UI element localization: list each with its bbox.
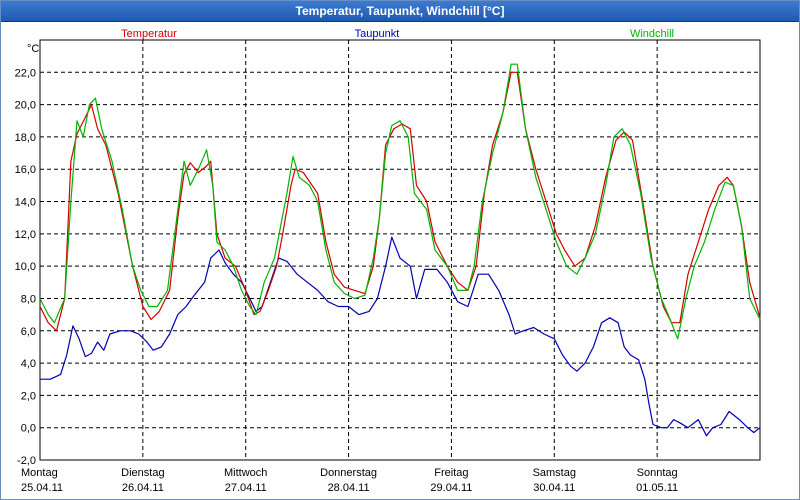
series-line-windchill	[39, 63, 761, 340]
y-tick-label: 22,0	[15, 67, 36, 79]
y-tick-label: 8,0	[21, 293, 36, 305]
x-axis-ticks: Montag 25.04.11 Dienstag 26.04.11 Mittwoch 27…	[21, 467, 678, 494]
y-tick-label: 4,0	[21, 358, 36, 370]
y-tick-label: 18,0	[15, 132, 36, 144]
series-line-taupunkt	[40, 236, 761, 437]
y-tick-label: 12,0	[15, 229, 36, 241]
window-title: Temperatur, Taupunkt, Windchill [°C]	[1, 1, 799, 22]
y-tick-label: 14,0	[15, 197, 36, 209]
x-tick-day: Samstag	[533, 467, 576, 479]
y-tick-label: 6,0	[21, 326, 36, 338]
y-tick-label: 16,0	[15, 164, 36, 176]
legend-windchill: Windchill	[630, 28, 674, 40]
x-tick-day: Freitag	[434, 467, 468, 479]
x-tick-date: 30.04.11	[533, 482, 575, 494]
y-tick-label: 0,0	[21, 423, 36, 435]
y-tick-label: 10,0	[15, 261, 36, 273]
x-tick-date: 26.04.11	[122, 482, 164, 494]
x-tick-date: 25.04.11	[21, 482, 63, 494]
legend: Temperatur Taupunkt Windchill	[121, 28, 674, 40]
series-lines	[39, 63, 761, 437]
x-tick-date: 29.04.11	[430, 482, 472, 494]
legend-temperatur: Temperatur	[121, 28, 177, 40]
line-chart: 22,0 20,0 18,0 16,0 14,0 12,0 10,0 8,0 6,0 4,0 2,0…	[15, 28, 761, 494]
y-axis-label: °C	[27, 43, 39, 55]
grid-lines	[39, 40, 760, 461]
x-tick-day: Dienstag	[121, 467, 164, 479]
y-tick-label: -2,0	[17, 455, 36, 467]
legend-taupunkt: Taupunkt	[355, 28, 400, 40]
y-axis-ticks: 22,0 20,0 18,0 16,0 14,0 12,0 10,0 8,0 6,0 4,0 2,0…	[15, 67, 36, 467]
x-tick-day: Montag	[21, 467, 58, 479]
x-tick-day: Mittwoch	[224, 467, 267, 479]
y-tick-label: 2,0	[21, 390, 36, 402]
x-tick-date: 01.05.11	[636, 482, 678, 494]
x-tick-date: 27.04.11	[225, 482, 267, 494]
x-tick-day: Sonntag	[637, 467, 678, 479]
x-tick-day: Donnerstag	[320, 467, 377, 479]
plot-area	[39, 39, 761, 461]
y-tick-label: 20,0	[15, 100, 36, 112]
x-tick-date: 28.04.11	[328, 482, 370, 494]
